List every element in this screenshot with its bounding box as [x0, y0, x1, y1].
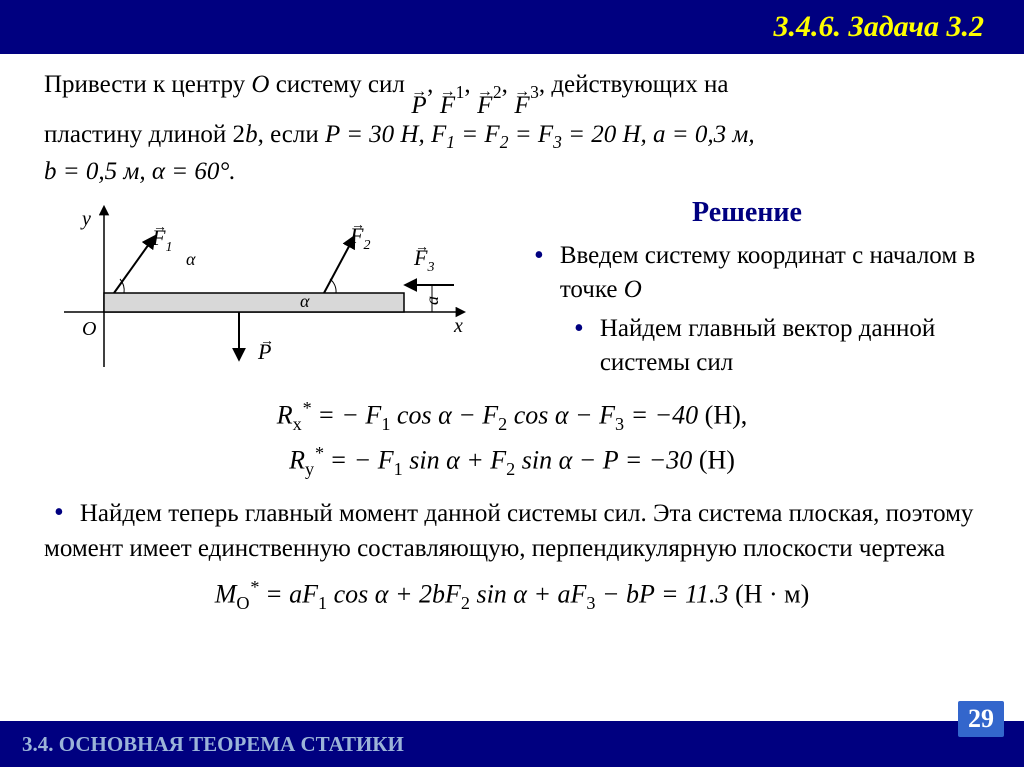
eq-mo: MO* = aF1 cos α + 2bF2 sin α + aF3 − bP …: [44, 573, 980, 618]
text: Привести к центру: [44, 71, 251, 98]
mid-row: y x O F1 → F2 → F3 → P → α α a Решение •…: [44, 197, 980, 386]
given-values-2: b = 0,5 м, α = 60°.: [44, 158, 236, 185]
alpha2: α: [300, 291, 310, 311]
eq-ry: Ry* = − F1 sin α + F2 sin α − P = −30 (H…: [44, 439, 980, 484]
text: Найдем теперь главный момент данной сист…: [44, 500, 973, 562]
slide-header: 3.4.6. Задача 3.2: [0, 0, 1024, 54]
svg-text:→: →: [260, 334, 274, 349]
eq-rx: Rx* = − F1 cos α − F2 cos α − F3 = −40 (…: [44, 394, 980, 439]
header-title: 3.4.6. Задача 3.2: [774, 10, 985, 44]
dim-a: a: [422, 296, 442, 305]
problem-statement: Привести к центру O систему сил →P, →F1,…: [44, 68, 980, 189]
vec-F2: →F: [477, 87, 493, 118]
diagram-column: y x O F1 → F2 → F3 → P → α α a: [44, 197, 474, 386]
var-b: b: [245, 121, 258, 148]
y-axis-label: y: [80, 208, 91, 230]
origin-label: O: [82, 318, 96, 340]
x-axis-label: x: [453, 315, 463, 337]
svg-text:→: →: [415, 240, 429, 255]
text: пластину длиной 2: [44, 121, 245, 148]
given-values: P = 30 H, F1 = F2 = F3 = 20 H, a = 0,3 м…: [325, 121, 755, 148]
svg-text:→: →: [153, 220, 167, 235]
force-diagram: y x O F1 → F2 → F3 → P → α α a: [44, 197, 474, 377]
vec-P: →P: [411, 87, 427, 118]
content-area: Привести к центру O систему сил →P, →F1,…: [0, 54, 1024, 618]
text: , действующих на: [539, 71, 729, 98]
bullet-2: • Найдем главный вектор данной системы с…: [514, 312, 980, 380]
bullet-icon: •: [54, 497, 64, 528]
slide-footer: 3.4. ОСНОВНАЯ ТЕОРЕМА СТАТИКИ: [0, 721, 1024, 767]
text: , если: [258, 121, 325, 148]
svg-text:→: →: [351, 218, 365, 233]
text: систему сил: [269, 71, 411, 98]
equation-moment: MO* = aF1 cos α + 2bF2 sin α + aF3 − bP …: [44, 573, 980, 618]
vec-F1: →F: [440, 87, 456, 118]
bullet-icon: •: [534, 239, 544, 307]
paragraph-moment: •Найдем теперь главный момент данной сис…: [44, 494, 980, 566]
bullet-icon: •: [574, 312, 584, 380]
alpha1: α: [186, 249, 196, 269]
footer-text: 3.4. ОСНОВНАЯ ТЕОРЕМА СТАТИКИ: [22, 732, 404, 757]
bullet-text: Введем систему координат с началом в точ…: [560, 239, 980, 307]
solution-title: Решение: [514, 197, 980, 229]
bullet-text: Найдем главный вектор данной системы сил: [600, 312, 980, 380]
solution-column: Решение • Введем систему координат с нач…: [474, 197, 980, 386]
var-O: O: [251, 71, 269, 98]
page-number: 29: [958, 701, 1004, 737]
equations-1: Rx* = − F1 cos α − F2 cos α − F3 = −40 (…: [44, 394, 980, 484]
bullet-1: • Введем систему координат с началом в т…: [514, 239, 980, 307]
vec-F3: →F: [514, 87, 530, 118]
